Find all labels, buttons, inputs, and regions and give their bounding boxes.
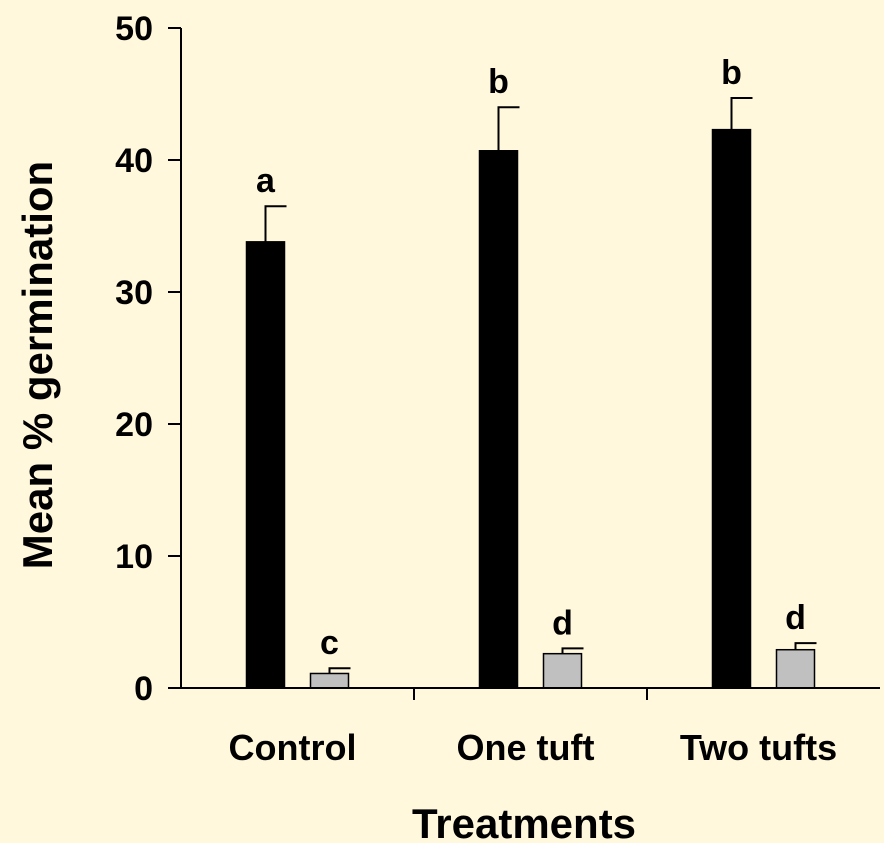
significance-labels: a b b c d d [256, 54, 806, 662]
y-tick-label: 40 [115, 142, 153, 180]
y-tick-label: 0 [134, 670, 153, 708]
x-axis-title: Treatments [412, 800, 636, 843]
y-tick-label: 50 [115, 10, 153, 48]
significance-label: a [256, 162, 276, 200]
bar [478, 150, 519, 689]
y-axis-title: Mean % germination [14, 161, 61, 569]
significance-label: b [488, 63, 509, 101]
category-label: Two tufts [680, 727, 837, 768]
significance-label: b [721, 54, 742, 92]
y-tick-label: 30 [115, 274, 153, 312]
bar [711, 128, 752, 689]
category-label: One tuft [457, 727, 595, 768]
category-labels: Control One tuft Two tufts [229, 727, 838, 768]
significance-label: c [320, 624, 339, 662]
error-bars [264, 96, 817, 674]
y-tick-label: 20 [115, 406, 153, 444]
bar [542, 652, 583, 689]
significance-label: d [552, 604, 573, 642]
bar [775, 648, 816, 689]
x-axis-ticks [413, 688, 648, 700]
bar [245, 241, 286, 689]
bars [245, 128, 816, 689]
category-label: Control [229, 727, 357, 768]
y-axis-ticks: 0 10 20 30 40 50 [115, 10, 181, 708]
bar [309, 672, 350, 689]
y-tick-label: 10 [115, 538, 153, 576]
significance-label: d [785, 599, 806, 637]
